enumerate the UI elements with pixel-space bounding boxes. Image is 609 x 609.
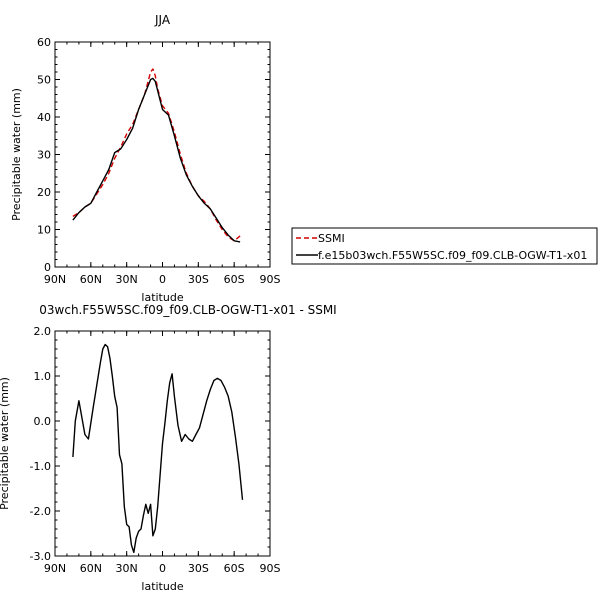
y-tick-label: 1.0 — [34, 370, 52, 383]
x-tick-label: 60S — [224, 562, 245, 575]
x-tick-label: 30N — [116, 273, 138, 286]
y-tick-label: -3.0 — [30, 550, 51, 563]
x-tick-label: 90S — [260, 273, 281, 286]
chart-title: JJA — [154, 13, 171, 27]
x-tick-label: 90N — [44, 273, 66, 286]
series-line-0 — [72, 343, 244, 554]
legend: SSMI f.e15b03wch.F55W5SC.f09_f09.CLB-OGW-… — [291, 227, 598, 265]
x-tick-label: 30N — [116, 562, 138, 575]
plot-frame — [54, 41, 271, 268]
y-tick-label: 10 — [37, 224, 51, 237]
y-axis-label: Precipitable water (mm) — [0, 377, 11, 510]
y-tick-label: 0.0 — [34, 415, 52, 428]
x-axis-label: latitude — [141, 291, 183, 304]
x-tick-label: 30S — [188, 273, 209, 286]
x-tick-label: 90S — [260, 562, 281, 575]
x-tick-label: 0 — [159, 273, 166, 286]
y-tick-label: 0 — [44, 261, 51, 274]
legend-box — [291, 227, 598, 265]
x-tick-label: 60S — [224, 273, 245, 286]
legend-label-0: SSMI — [318, 232, 345, 245]
legend-label-1: f.e15b03wch.F55W5SC.f09_f09.CLB-OGW-T1-x… — [318, 249, 587, 262]
y-tick-label: 20 — [37, 186, 51, 199]
y-tick-label: 40 — [37, 111, 51, 124]
x-tick-label: 60N — [80, 562, 102, 575]
y-tick-label: -2.0 — [30, 505, 51, 518]
x-axis-label: latitude — [141, 580, 183, 593]
y-tick-label: 60 — [37, 36, 51, 49]
y-label-clip-group: Precipitable water (mm) — [0, 377, 11, 510]
series-line-1 — [72, 77, 241, 243]
y-tick-label: 30 — [37, 149, 51, 162]
y-tick-label: 2.0 — [34, 325, 52, 338]
bottom-chart: 90N 60N 30N 0 30S 60S 90S -3.0 -2.0 -1.0 0.0 1.0 2.0… — [0, 303, 337, 593]
x-tick-label: 60N — [80, 273, 102, 286]
x-tick-label: 0 — [159, 562, 166, 575]
chart-title: 03wch.F55W5SC.f09_f09.CLB-OGW-T1-x01 - S… — [39, 303, 336, 317]
y-tick-label: 50 — [37, 74, 51, 87]
y-axis-label: Precipitable water (mm) — [10, 88, 23, 221]
y-tick-label: -1.0 — [30, 460, 51, 473]
x-tick-label: 30S — [188, 562, 209, 575]
x-tick-label: 90N — [44, 562, 66, 575]
top-chart: 90N 60N 30N 0 30S 60S 90S 0 10 20 30 40 50 60 JJA latit… — [10, 13, 281, 304]
